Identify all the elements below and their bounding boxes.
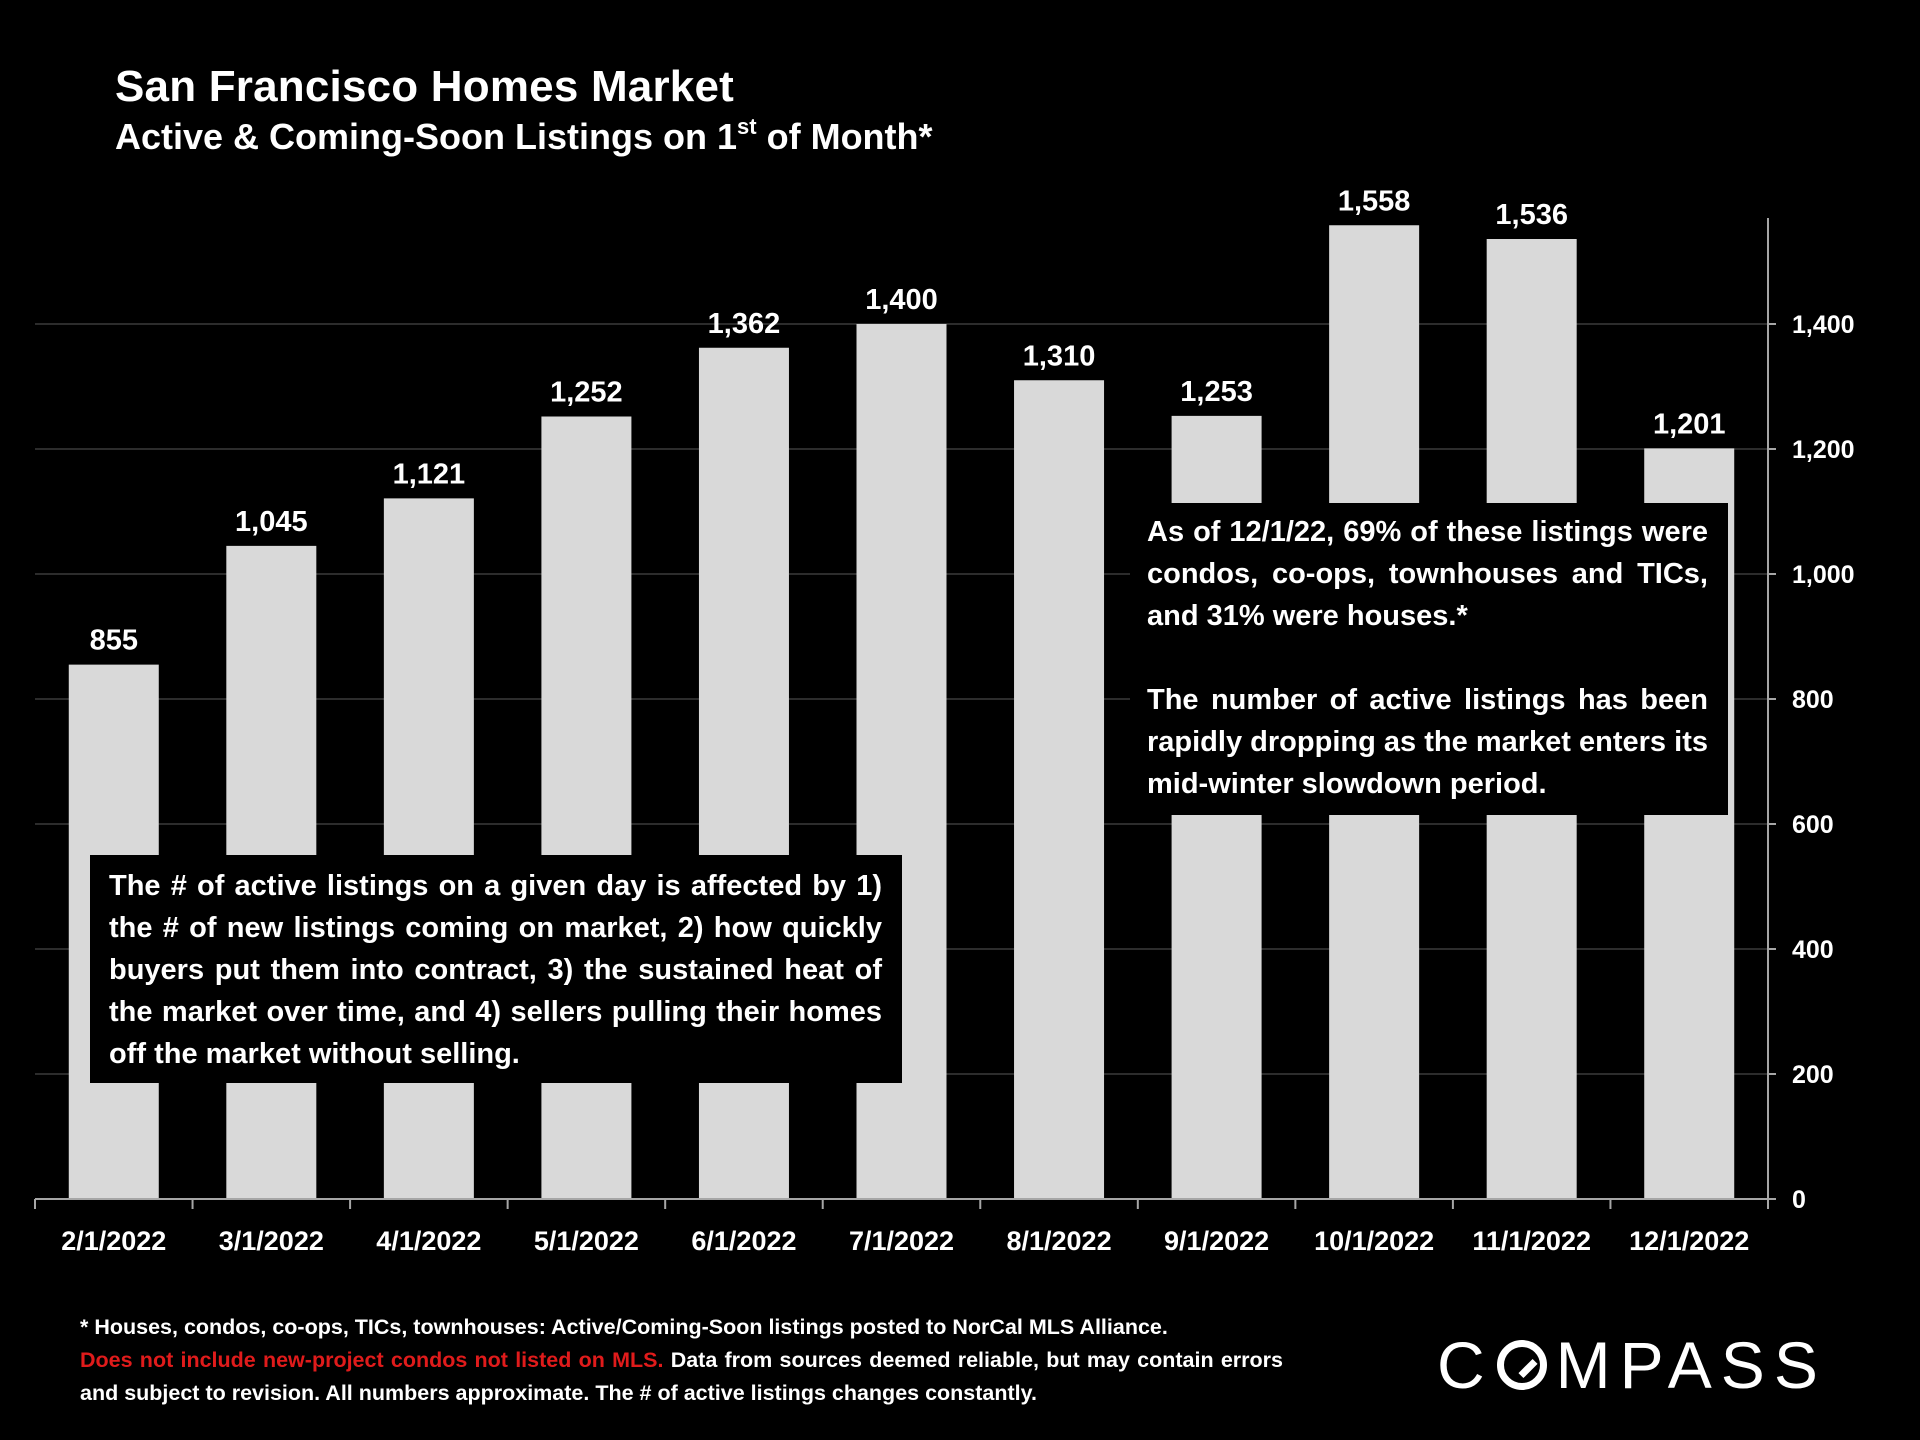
x-tick-label: 9/1/2022 bbox=[1164, 1226, 1269, 1256]
footnote: * Houses, condos, co-ops, TICs, townhous… bbox=[80, 1311, 1283, 1410]
x-tick-label: 6/1/2022 bbox=[691, 1226, 796, 1256]
subtitle-superscript: st bbox=[737, 114, 757, 139]
bar-value-label: 1,310 bbox=[1023, 340, 1096, 372]
x-tick-label: 12/1/2022 bbox=[1629, 1226, 1749, 1256]
x-tick-label: 10/1/2022 bbox=[1314, 1226, 1434, 1256]
bar-value-label: 1,121 bbox=[393, 458, 466, 490]
subtitle-suffix: of Month* bbox=[756, 116, 933, 157]
logo-text-start: C bbox=[1437, 1328, 1494, 1402]
x-tick-label: 8/1/2022 bbox=[1006, 1226, 1111, 1256]
logo-ring-icon bbox=[1496, 1340, 1547, 1390]
bar-value-label: 855 bbox=[90, 625, 138, 657]
y-tick-label: 800 bbox=[1792, 686, 1834, 714]
y-tick-label: 600 bbox=[1792, 811, 1834, 839]
x-tick-label: 2/1/2022 bbox=[61, 1226, 166, 1256]
labels: 855 2/1/2022 1,045 3/1/2022 1,121 4/1/2022 1,2… bbox=[61, 185, 1854, 1256]
y-tick-label: 200 bbox=[1792, 1061, 1834, 1089]
bar-value-label: 1,400 bbox=[865, 284, 938, 316]
chart-title: San Francisco Homes Market bbox=[115, 62, 734, 111]
bar-value-label: 1,558 bbox=[1338, 185, 1411, 217]
subtitle-text: Active & Coming-Soon Listings on 1 bbox=[115, 116, 738, 157]
x-tick-label: 4/1/2022 bbox=[376, 1226, 481, 1256]
x-tick-label: 11/1/2022 bbox=[1472, 1226, 1591, 1256]
chart-subtitle: Active & Coming-Soon Listings on 1st of … bbox=[115, 116, 933, 158]
bar-value-label: 1,253 bbox=[1180, 376, 1253, 408]
callout-left-note: The # of active listings on a given day … bbox=[90, 855, 902, 1083]
bar-value-label: 1,536 bbox=[1495, 199, 1568, 231]
y-tick-label: 0 bbox=[1792, 1186, 1806, 1214]
bar-value-label: 1,362 bbox=[708, 308, 781, 340]
y-tick-label: 400 bbox=[1792, 936, 1834, 964]
bar-value-label: 1,252 bbox=[550, 377, 623, 409]
callout-right-paragraph-2: The number of active listings has been r… bbox=[1147, 684, 1708, 800]
compass-logo: C MPASS bbox=[1437, 1327, 1827, 1403]
callout-right-note: As of 12/1/22, 69% of these listings wer… bbox=[1130, 503, 1728, 815]
footnote-source: * Houses, condos, co-ops, TICs, townhous… bbox=[80, 1315, 1168, 1339]
axes bbox=[34, 218, 1776, 1209]
x-tick-label: 7/1/2022 bbox=[849, 1226, 954, 1256]
bar bbox=[1014, 380, 1105, 1199]
logo-text-end: MPASS bbox=[1555, 1328, 1827, 1402]
y-tick-label: 1,000 bbox=[1792, 561, 1855, 589]
callout-right-paragraph-1: As of 12/1/22, 69% of these listings wer… bbox=[1147, 516, 1708, 632]
x-tick-label: 3/1/2022 bbox=[219, 1226, 324, 1256]
bar-value-label: 1,201 bbox=[1653, 408, 1726, 440]
y-tick-label: 1,400 bbox=[1792, 311, 1855, 339]
bar bbox=[383, 498, 474, 1199]
footnote-warning: Does not include new-project condos not … bbox=[80, 1348, 664, 1372]
bar-value-label: 1,045 bbox=[235, 506, 308, 538]
y-tick-label: 1,200 bbox=[1792, 436, 1855, 464]
footnote-disclaimer: Data from sources deemed reliable, but m… bbox=[80, 1348, 1283, 1405]
x-tick-label: 5/1/2022 bbox=[534, 1226, 639, 1256]
